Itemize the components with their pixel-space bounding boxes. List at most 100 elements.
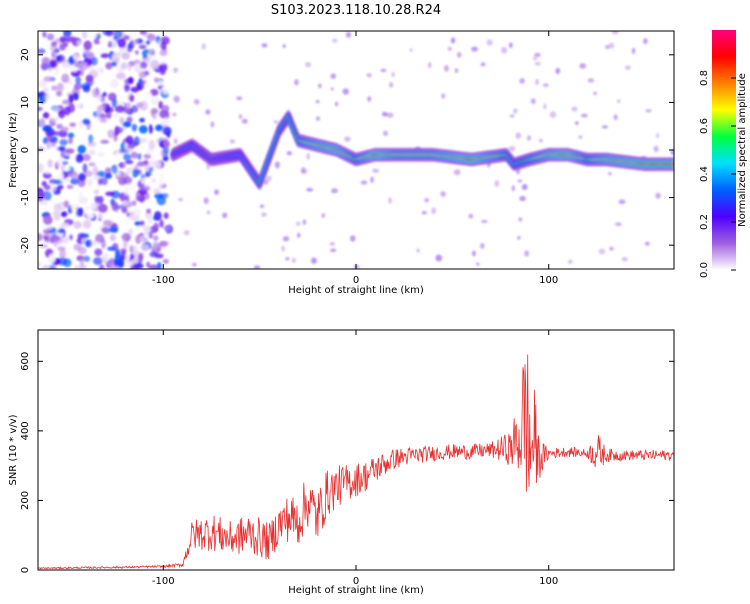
noise-blob xyxy=(46,33,55,41)
noise-blob xyxy=(127,63,133,71)
noise-blob xyxy=(125,102,131,110)
noise-blob xyxy=(120,196,130,203)
noise-blob xyxy=(93,40,101,45)
noise-blob xyxy=(450,37,456,44)
noise-blob xyxy=(321,213,326,218)
noise-blob xyxy=(609,246,614,251)
noise-blob xyxy=(159,192,169,199)
noise-blob xyxy=(123,82,130,93)
noise-blob xyxy=(480,62,486,67)
noise-blob xyxy=(144,91,153,98)
noise-blob xyxy=(162,156,169,162)
noise-blob xyxy=(107,246,116,251)
noise-blob xyxy=(47,265,57,269)
noise-blob xyxy=(153,211,162,221)
noise-blob xyxy=(90,57,98,66)
noise-blob xyxy=(137,253,143,264)
noise-blob xyxy=(132,250,140,258)
noise-blob xyxy=(306,187,314,192)
noise-blob xyxy=(59,139,68,146)
noise-blob xyxy=(108,40,113,48)
noise-blob xyxy=(55,90,63,97)
snr-y-tick-label: 0 xyxy=(20,567,31,573)
snr-y-tick-label: 600 xyxy=(20,352,31,371)
noise-blob xyxy=(87,95,93,103)
noise-blob xyxy=(97,196,104,205)
noise-blob xyxy=(121,232,132,242)
noise-blob xyxy=(318,83,322,89)
noise-blob xyxy=(89,31,98,40)
noise-blob xyxy=(101,177,108,186)
noise-blob xyxy=(222,212,228,219)
spectrogram-x-tick-label: -100 xyxy=(152,275,175,286)
noise-blob xyxy=(509,114,515,118)
noise-blob xyxy=(424,197,430,203)
noise-blob xyxy=(131,151,138,159)
noise-blob xyxy=(59,249,67,259)
noise-blob xyxy=(297,232,301,238)
noise-blob xyxy=(89,202,97,210)
noise-blob xyxy=(60,149,66,159)
noise-blob xyxy=(148,231,153,239)
noise-blob xyxy=(57,257,68,266)
noise-blob xyxy=(486,39,493,46)
noise-blob xyxy=(68,234,74,241)
noise-blob xyxy=(214,189,219,195)
noise-blob xyxy=(302,219,307,225)
noise-blob xyxy=(113,152,123,162)
noise-blob xyxy=(93,175,100,181)
noise-blob xyxy=(99,118,108,123)
noise-blob xyxy=(73,54,80,61)
noise-blob xyxy=(107,129,115,139)
noise-blob xyxy=(56,123,63,130)
noise-blob xyxy=(519,195,526,202)
noise-blob xyxy=(281,245,285,252)
noise-blob xyxy=(143,153,152,160)
noise-blob xyxy=(568,259,573,264)
noise-blob xyxy=(201,43,206,50)
spectrogram-y-tick-label: -20 xyxy=(20,237,31,253)
noise-blob xyxy=(42,215,53,225)
colorbar-tick-label: 0.6 xyxy=(699,118,710,134)
snr-plot-area xyxy=(38,330,674,570)
noise-blob xyxy=(441,93,446,99)
noise-blob xyxy=(112,56,120,64)
noise-blob xyxy=(370,176,374,184)
noise-blob xyxy=(132,39,139,46)
noise-blob xyxy=(342,88,350,95)
noise-blob xyxy=(148,166,154,171)
noise-blob xyxy=(331,188,338,194)
noise-blob xyxy=(159,109,168,119)
noise-blob xyxy=(238,114,243,119)
noise-blob xyxy=(372,168,380,173)
noise-blob xyxy=(259,204,265,208)
noise-blob xyxy=(150,201,158,208)
noise-blob xyxy=(63,106,71,116)
noise-blob xyxy=(607,171,612,176)
noise-blob xyxy=(136,102,144,108)
noise-blob xyxy=(113,31,123,39)
noise-blob xyxy=(125,253,131,261)
noise-blob xyxy=(156,80,165,86)
noise-blob xyxy=(517,179,523,183)
noise-blob xyxy=(75,207,81,217)
noise-blob xyxy=(51,117,59,122)
noise-blob xyxy=(79,174,86,181)
noise-blob xyxy=(44,225,53,231)
noise-blob xyxy=(645,109,652,113)
noise-blob xyxy=(152,235,159,241)
noise-blob xyxy=(146,208,152,214)
noise-blob xyxy=(69,178,80,185)
noise-blob xyxy=(173,67,179,73)
noise-blob xyxy=(142,185,151,192)
noise-blob xyxy=(95,124,103,132)
noise-blob xyxy=(608,42,615,49)
noise-blob xyxy=(63,31,72,38)
noise-blob xyxy=(316,116,320,121)
noise-blob xyxy=(453,169,461,176)
noise-blob xyxy=(39,244,49,249)
noise-blob xyxy=(97,178,103,186)
noise-blob xyxy=(115,72,126,80)
noise-blob xyxy=(161,118,170,127)
